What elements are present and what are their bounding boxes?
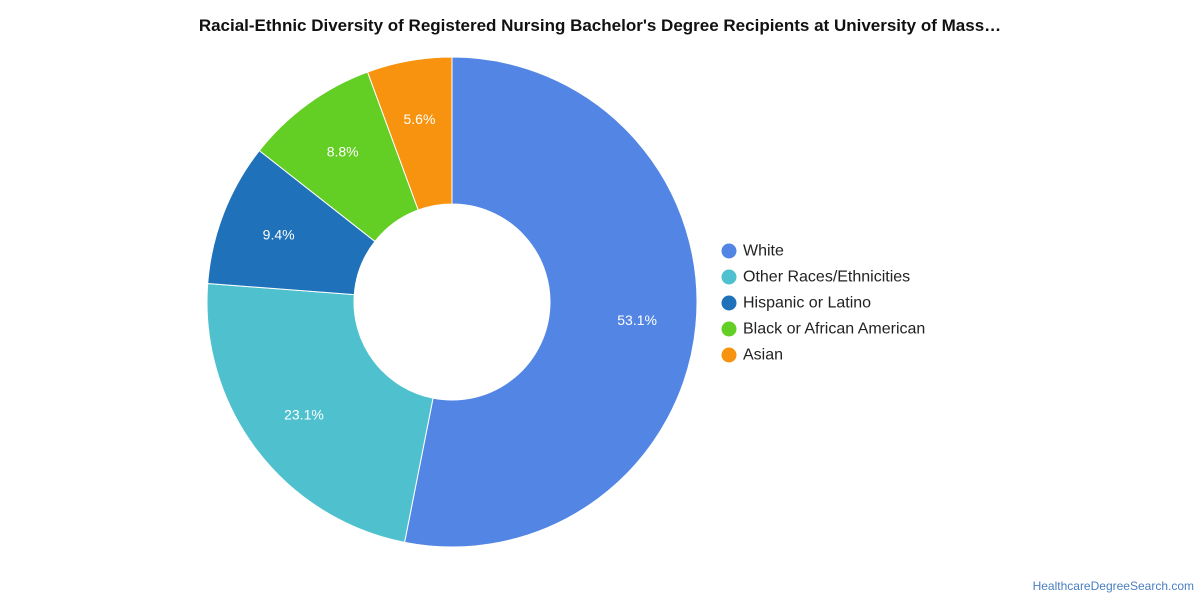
slice-white[interactable] — [403, 56, 698, 548]
legend-item-black-or-african-american[interactable]: Black or African American — [721, 321, 926, 338]
slice-asian[interactable] — [366, 56, 453, 211]
legend-swatch-hispanic-or-latino — [721, 295, 737, 311]
slices-group — [206, 56, 698, 548]
legend-label-white: White — [743, 243, 784, 260]
legend-swatch-other-races-ethnicities — [721, 269, 737, 285]
slice-label-asian: 5.6% — [403, 111, 435, 127]
slice-label-hispanic-or-latino: 9.4% — [263, 227, 295, 243]
slice-label-white: 53.1% — [617, 312, 657, 328]
slice-label-black-or-african-american: 8.8% — [327, 144, 359, 160]
legend-swatch-asian — [721, 347, 737, 363]
slice-label-other-races-ethnicities: 23.1% — [284, 407, 324, 423]
legend-label-other-races-ethnicities: Other Races/Ethnicities — [743, 269, 910, 286]
source-credit[interactable]: HealthcareDegreeSearch.com — [1032, 579, 1194, 593]
legend-label-hispanic-or-latino: Hispanic or Latino — [743, 295, 871, 312]
legend-item-white[interactable]: White — [721, 243, 785, 260]
legend-item-asian[interactable]: Asian — [721, 347, 784, 364]
legend-swatch-white — [721, 243, 737, 259]
legend: White Other Races/Ethnicities Hispanic or … — [721, 243, 926, 364]
legend-item-other-races-ethnicities[interactable]: Other Races/Ethnicities — [721, 269, 911, 286]
chart-title: Racial-Ethnic Diversity of Registered Nu… — [198, 16, 1002, 35]
slice-other-races-ethnicities[interactable] — [206, 283, 434, 543]
legend-label-black-or-african-american: Black or African American — [743, 321, 925, 338]
legend-item-hispanic-or-latino[interactable]: Hispanic or Latino — [721, 295, 872, 312]
legend-swatch-black-or-african-american — [721, 321, 737, 337]
slice-labels-group: 53.1% 23.1% 9.4% 8.8% 5.6% — [263, 111, 657, 423]
legend-label-asian: Asian — [743, 347, 783, 364]
